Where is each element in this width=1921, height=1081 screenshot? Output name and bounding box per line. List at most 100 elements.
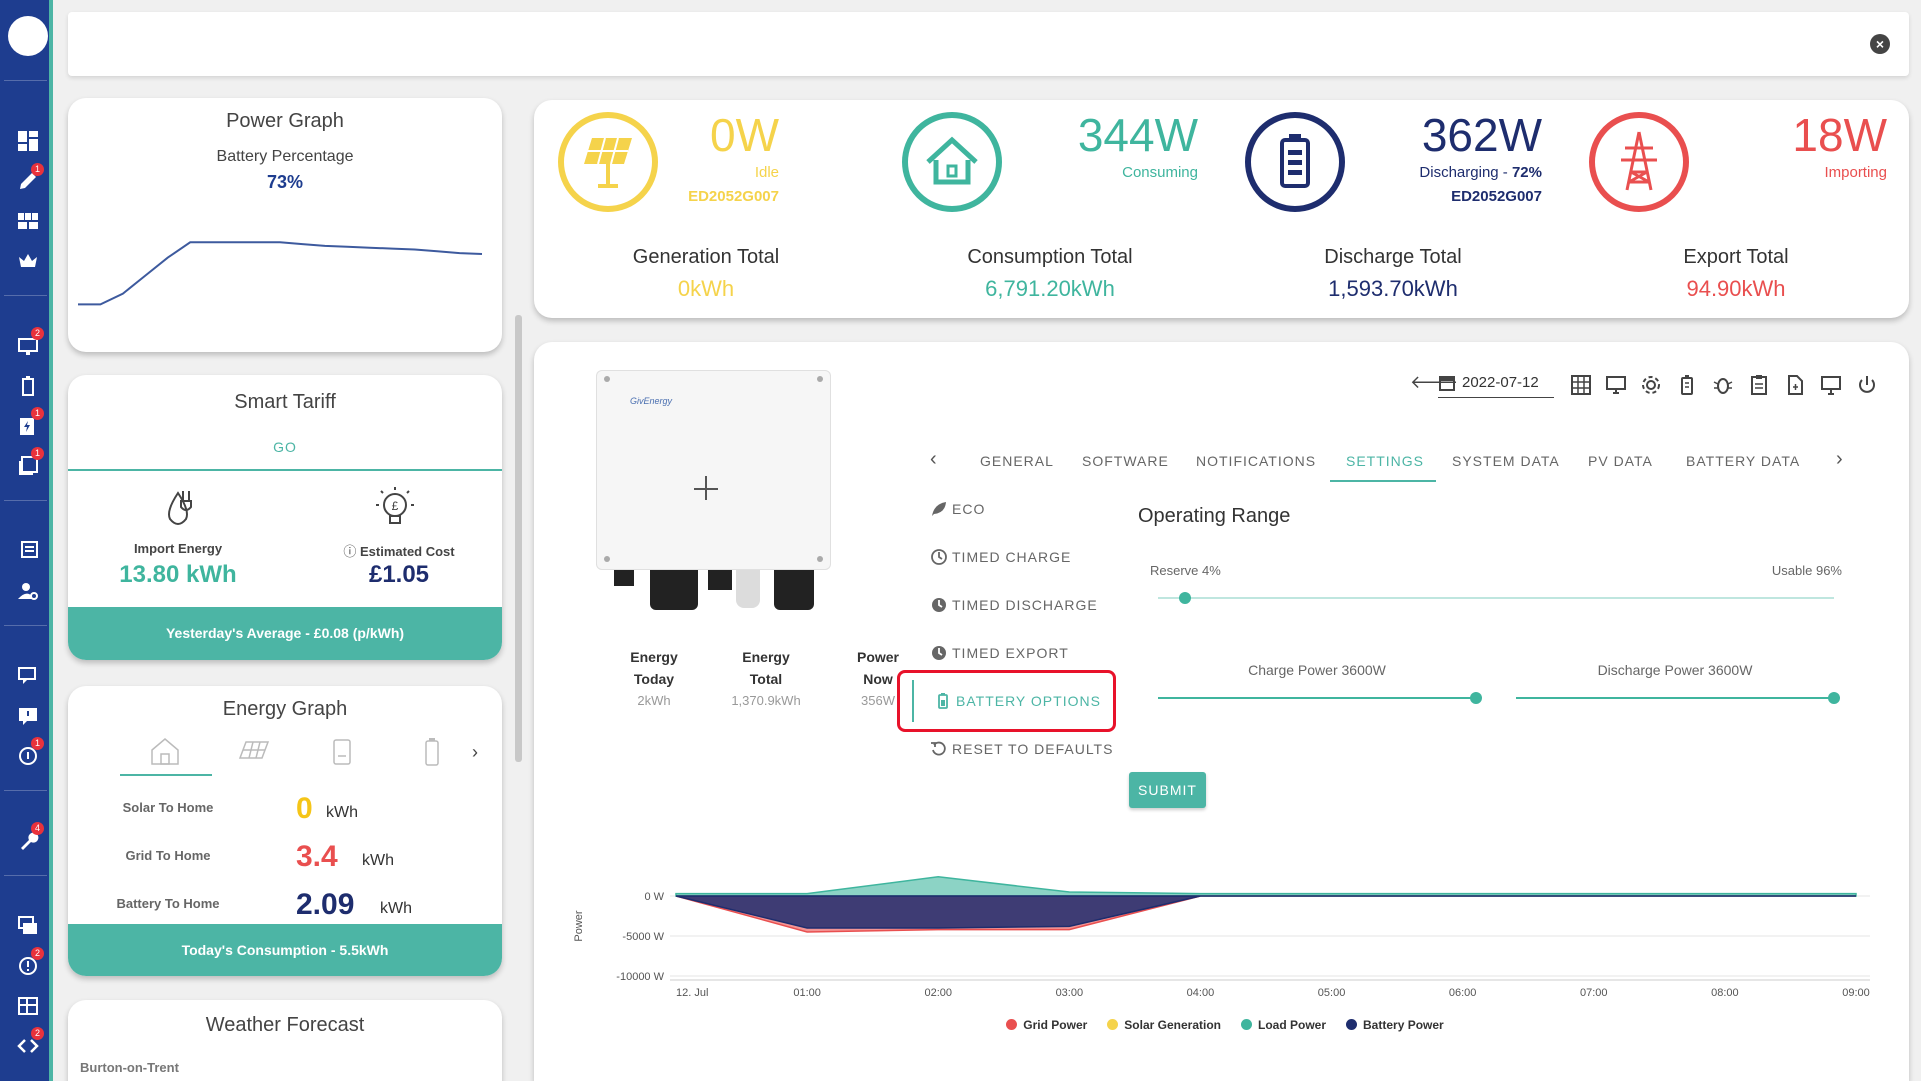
inverter-brand: GivEnergy	[630, 396, 673, 406]
top-bar: ×	[68, 12, 1909, 76]
chat-icon[interactable]	[17, 665, 39, 687]
power-icon[interactable]	[1856, 374, 1878, 396]
settings-menu-label: BATTERY OPTIONS	[956, 693, 1101, 709]
screw	[604, 376, 610, 382]
monitor-icon[interactable]	[17, 335, 39, 357]
solar-power-value: 0W	[710, 109, 779, 161]
metric-label: Now	[863, 671, 893, 687]
edit-icon[interactable]	[17, 170, 39, 192]
table-icon[interactable]	[17, 995, 39, 1017]
support-icon[interactable]	[17, 745, 39, 767]
grid-power-value: 18W	[1792, 109, 1887, 161]
home-status: Consuming	[1122, 164, 1198, 181]
alert-icon[interactable]	[17, 955, 39, 977]
remote-icon[interactable]	[1820, 374, 1842, 396]
grid-status: Importing	[1824, 164, 1887, 181]
settings-icon[interactable]	[1640, 374, 1662, 396]
reserve-slider-thumb[interactable]	[1179, 592, 1192, 604]
forum-icon[interactable]	[17, 915, 39, 937]
energy-row-label: Grid To Home	[125, 848, 211, 863]
energy-row-value: 2.09	[296, 888, 355, 921]
tab-pv-data[interactable]: PV DATA	[1588, 453, 1653, 469]
settings-menu-item-reset-to-defaults[interactable]: RESET TO DEFAULTS	[930, 740, 1113, 758]
tab-battery-data[interactable]: BATTERY DATA	[1686, 453, 1801, 469]
tabs-prev-icon[interactable]: ‹	[930, 448, 937, 470]
documents-icon[interactable]	[17, 540, 39, 562]
inverter-icon[interactable]	[330, 736, 354, 768]
close-icon[interactable]: ×	[1870, 34, 1890, 54]
pylon-icon	[1621, 131, 1657, 191]
battery-icon[interactable]	[420, 736, 444, 768]
table-icon[interactable]	[1570, 374, 1592, 396]
energy-row-label: Solar To Home	[122, 800, 214, 815]
solar-serial: ED2052G007	[688, 188, 779, 205]
crown-icon[interactable]	[17, 250, 39, 272]
tab-notifications[interactable]: NOTIFICATIONS	[1196, 453, 1317, 469]
battery-power-value: 362W	[1421, 109, 1542, 161]
charge-power-thumb[interactable]	[1470, 692, 1482, 704]
discharge-power-slider[interactable]	[1516, 692, 1840, 704]
legend-item[interactable]: Battery Power	[1346, 1018, 1444, 1032]
app-logo[interactable]	[8, 16, 48, 56]
tab-system-data[interactable]: SYSTEM DATA	[1452, 453, 1560, 469]
home-icon[interactable]	[148, 736, 182, 766]
estimated-cost-label: ⓘ Estimated Cost	[314, 541, 484, 560]
submit-button[interactable]: SUBMIT	[1129, 772, 1206, 808]
reports-icon[interactable]	[17, 455, 39, 477]
clipboard-icon[interactable]	[1748, 374, 1770, 396]
tariff-tab-go[interactable]: GO	[273, 439, 297, 455]
total-label: Generation Total	[632, 246, 780, 268]
battery-icon[interactable]	[17, 375, 39, 397]
inverter-metric: Energy Today 2kWh	[604, 646, 704, 712]
total-value: 94.90kWh	[1686, 276, 1786, 301]
settings-menu-item-timed-discharge[interactable]: TIMED DISCHARGE	[930, 596, 1098, 614]
legend-label: Load Power	[1258, 1018, 1327, 1032]
discharge-power-fill	[1516, 697, 1834, 699]
bug-icon[interactable]	[1712, 374, 1734, 396]
tab-settings[interactable]: SETTINGS	[1346, 453, 1425, 469]
settings-menu-item-eco[interactable]: ECO	[930, 500, 985, 518]
tab-software[interactable]: SOFTWARE	[1082, 453, 1169, 469]
solar-panel-icon	[584, 137, 632, 188]
solar-panel-icon[interactable]	[236, 738, 272, 764]
series-area-load-power	[675, 876, 1857, 897]
legend-label: Battery Power	[1363, 1018, 1444, 1032]
legend-item[interactable]: Load Power	[1241, 1018, 1326, 1032]
total-value: 0kWh	[677, 276, 735, 301]
scrollbar[interactable]	[515, 315, 522, 762]
tab-general[interactable]: GENERAL	[980, 453, 1054, 469]
code-icon[interactable]	[17, 1035, 39, 1057]
chevron-right-icon[interactable]: ›	[472, 742, 478, 762]
monitor-icon[interactable]	[1605, 374, 1627, 396]
date-picker[interactable]: 2022-07-12	[1438, 368, 1554, 398]
sidebar-divider	[4, 500, 47, 501]
user-settings-icon[interactable]	[17, 580, 39, 602]
tabs-next-icon[interactable]: ›	[1836, 448, 1843, 470]
x-tick-label: 05:00	[1318, 987, 1346, 999]
file-icon[interactable]	[1784, 374, 1806, 396]
grid-view-icon[interactable]	[17, 210, 39, 232]
settings-menu-item-timed-charge[interactable]: TIMED CHARGE	[930, 548, 1071, 566]
settings-menu-item-battery-options[interactable]: BATTERY OPTIONS	[934, 692, 1101, 710]
wrench-icon[interactable]	[17, 830, 39, 852]
battery-status-text: Discharging -	[1419, 164, 1512, 181]
power-graph-title: Power Graph	[226, 110, 344, 132]
legend-item[interactable]: Solar Generation	[1107, 1018, 1221, 1032]
battery-line-chart	[78, 241, 483, 306]
battery-icon[interactable]	[1676, 374, 1698, 396]
sidebar-divider	[4, 625, 47, 626]
charging-icon[interactable]	[17, 415, 39, 437]
discharge-power-thumb[interactable]	[1828, 692, 1840, 704]
inverter-metric: Power Now 356W	[828, 646, 928, 712]
metric-value: 1,370.9kWh	[731, 693, 801, 708]
battery-status: Discharging - 72%	[1419, 164, 1542, 181]
tariff-footer: Yesterday's Average - £0.08 (p/kWh)	[68, 607, 502, 660]
feedback-icon[interactable]	[17, 705, 39, 727]
dashboard-icon[interactable]	[17, 130, 39, 152]
sidebar-divider	[4, 790, 47, 791]
charge-power-slider[interactable]	[1158, 692, 1482, 704]
reserve-slider[interactable]	[1158, 592, 1834, 604]
settings-menu-item-timed-export[interactable]: TIMED EXPORT	[930, 644, 1069, 662]
info-icon[interactable]: ⓘ	[343, 544, 360, 559]
legend-item[interactable]: Grid Power	[1006, 1018, 1087, 1032]
